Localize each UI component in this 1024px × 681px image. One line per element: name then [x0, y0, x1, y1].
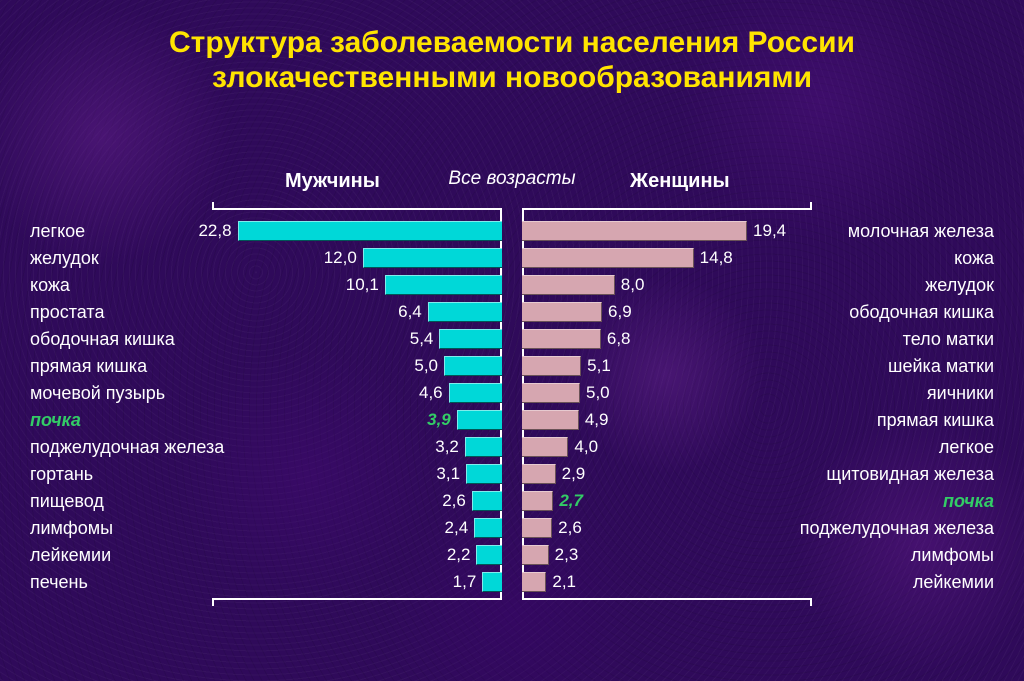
bar-right-1 — [522, 248, 694, 268]
axis-left-top — [212, 208, 502, 210]
value-left-6: 4,6 — [419, 383, 443, 403]
category-left-4: ободочная кишка — [30, 329, 175, 350]
category-left-2: кожа — [30, 275, 70, 296]
bar-right-7 — [522, 410, 579, 430]
value-right-7: 4,9 — [585, 410, 609, 430]
bar-right-3 — [522, 302, 602, 322]
axis-right-bottom — [522, 598, 812, 600]
bar-left-13 — [482, 572, 502, 592]
bar-right-13 — [522, 572, 546, 592]
category-left-12: лейкемии — [30, 545, 111, 566]
value-right-3: 6,9 — [608, 302, 632, 322]
bar-right-12 — [522, 545, 549, 565]
bar-left-12 — [476, 545, 502, 565]
value-left-13: 1,7 — [453, 572, 477, 592]
axis-left-bottom — [212, 598, 502, 600]
category-right-8: легкое — [939, 437, 994, 458]
value-left-7: 3,9 — [427, 410, 451, 430]
title-line-1: Структура заболеваемости населения Росси… — [169, 26, 855, 59]
bar-left-4 — [439, 329, 502, 349]
bar-right-8 — [522, 437, 568, 457]
category-right-13: лейкемии — [913, 572, 994, 593]
category-right-11: поджелудочная железа — [800, 518, 994, 539]
bar-right-0 — [522, 221, 747, 241]
category-left-1: желудок — [30, 248, 99, 269]
category-left-3: простата — [30, 302, 104, 323]
tick — [212, 202, 214, 210]
category-right-1: кожа — [954, 248, 994, 269]
chart-subtitle: Все возрасты — [0, 168, 1024, 190]
bar-right-5 — [522, 356, 581, 376]
value-right-8: 4,0 — [574, 437, 598, 457]
tick — [212, 598, 214, 606]
category-right-7: прямая кишка — [877, 410, 994, 431]
category-left-13: печень — [30, 572, 88, 593]
category-right-12: лимфомы — [911, 545, 994, 566]
value-right-6: 5,0 — [586, 383, 610, 403]
value-left-1: 12,0 — [324, 248, 357, 268]
bar-right-11 — [522, 518, 552, 538]
category-right-0: молочная железа — [848, 221, 994, 242]
tick — [810, 202, 812, 210]
value-left-12: 2,2 — [447, 545, 471, 565]
category-left-11: лимфомы — [30, 518, 113, 539]
value-right-12: 2,3 — [555, 545, 579, 565]
category-right-10: почка — [943, 491, 994, 512]
value-right-13: 2,1 — [552, 572, 576, 592]
category-left-9: гортань — [30, 464, 93, 485]
category-left-0: легкое — [30, 221, 85, 242]
value-right-11: 2,6 — [558, 518, 582, 538]
value-right-9: 2,9 — [562, 464, 586, 484]
page-title: Структура заболеваемости населения Росси… — [0, 26, 1024, 95]
bar-left-5 — [444, 356, 502, 376]
bar-right-10 — [522, 491, 553, 511]
title-line-2: злокачественными новообразованиями — [212, 61, 812, 94]
value-right-2: 8,0 — [621, 275, 645, 295]
bar-left-11 — [474, 518, 502, 538]
value-left-2: 10,1 — [346, 275, 379, 295]
value-left-8: 3,2 — [435, 437, 459, 457]
bar-left-8 — [465, 437, 502, 457]
category-left-10: пищевод — [30, 491, 104, 512]
value-right-10: 2,7 — [559, 491, 583, 511]
bar-left-1 — [363, 248, 502, 268]
category-right-2: желудок — [925, 275, 994, 296]
category-right-6: яичники — [927, 383, 994, 404]
value-right-4: 6,8 — [607, 329, 631, 349]
category-right-3: ободочная кишка — [849, 302, 994, 323]
bar-right-4 — [522, 329, 601, 349]
value-left-5: 5,0 — [414, 356, 438, 376]
value-left-11: 2,4 — [445, 518, 469, 538]
bar-right-6 — [522, 383, 580, 403]
column-header-left: Мужчины — [285, 170, 380, 193]
bar-right-9 — [522, 464, 556, 484]
bar-left-2 — [385, 275, 502, 295]
bar-right-2 — [522, 275, 615, 295]
category-left-7: почка — [30, 410, 81, 431]
category-right-5: шейка матки — [888, 356, 994, 377]
value-left-9: 3,1 — [436, 464, 460, 484]
value-left-4: 5,4 — [410, 329, 434, 349]
value-left-10: 2,6 — [442, 491, 466, 511]
category-left-5: прямая кишка — [30, 356, 147, 377]
bar-left-9 — [466, 464, 502, 484]
bar-left-10 — [472, 491, 502, 511]
pyramid-chart: 22,8 легкое 19,4 молочная железа 12,0 желудок… — [0, 218, 1024, 638]
category-left-6: мочевой пузырь — [30, 383, 165, 404]
category-left-8: поджелудочная железа — [30, 437, 224, 458]
bar-left-3 — [428, 302, 502, 322]
bar-left-6 — [449, 383, 502, 403]
value-left-0: 22,8 — [198, 221, 231, 241]
value-right-0: 19,4 — [753, 221, 786, 241]
tick — [810, 598, 812, 606]
bar-left-7 — [457, 410, 502, 430]
axis-right-top — [522, 208, 812, 210]
value-right-1: 14,8 — [700, 248, 733, 268]
value-left-3: 6,4 — [398, 302, 422, 322]
category-right-4: тело матки — [903, 329, 994, 350]
category-right-9: щитовидная железа — [826, 464, 994, 485]
value-right-5: 5,1 — [587, 356, 611, 376]
column-header-right: Женщины — [630, 170, 730, 193]
bar-left-0 — [238, 221, 502, 241]
